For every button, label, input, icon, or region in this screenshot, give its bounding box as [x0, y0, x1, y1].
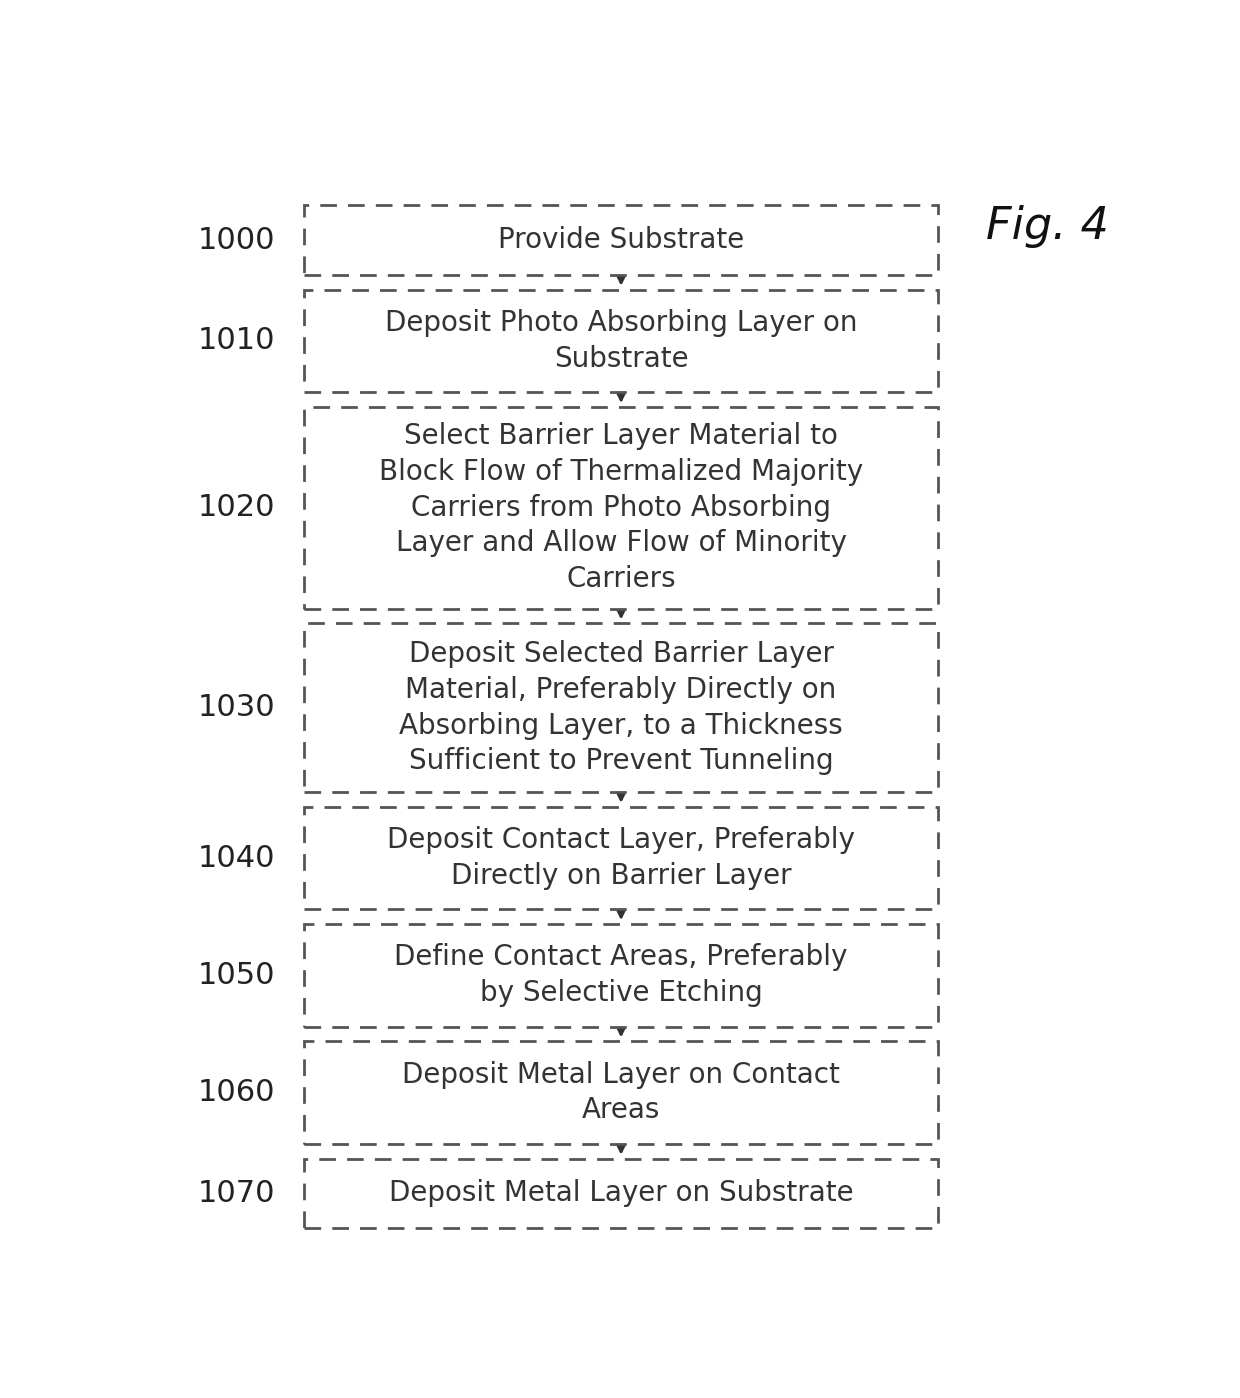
Text: Select Barrier Layer Material to
Block Flow of Thermalized Majority
Carriers fro: Select Barrier Layer Material to Block F… [379, 422, 863, 593]
Text: 1010: 1010 [198, 326, 275, 355]
Text: Deposit Selected Barrier Layer
Material, Preferably Directly on
Absorbing Layer,: Deposit Selected Barrier Layer Material,… [399, 640, 843, 776]
Text: Define Contact Areas, Preferably
by Selective Etching: Define Contact Areas, Preferably by Sele… [394, 944, 848, 1007]
Bar [304, 807, 939, 909]
Text: Deposit Contact Layer, Preferably
Directly on Barrier Layer: Deposit Contact Layer, Preferably Direct… [387, 826, 856, 891]
Text: 1030: 1030 [198, 693, 275, 723]
Text: 1060: 1060 [198, 1078, 275, 1107]
Text: 1050: 1050 [198, 960, 275, 990]
Bar [304, 206, 939, 275]
Bar [304, 1159, 939, 1227]
Bar [304, 924, 939, 1026]
Bar [304, 624, 939, 791]
Text: Deposit Metal Layer on Substrate: Deposit Metal Layer on Substrate [389, 1180, 853, 1208]
Text: Deposit Metal Layer on Contact
Areas: Deposit Metal Layer on Contact Areas [402, 1061, 839, 1124]
Bar [304, 289, 939, 391]
Text: 1020: 1020 [198, 493, 275, 523]
Text: Fig. 4: Fig. 4 [986, 206, 1109, 249]
Bar [304, 407, 939, 608]
Text: 1000: 1000 [198, 225, 275, 254]
Text: 1040: 1040 [198, 843, 275, 872]
Bar [304, 1042, 939, 1144]
Text: Provide Substrate: Provide Substrate [498, 226, 744, 254]
Text: Deposit Photo Absorbing Layer on
Substrate: Deposit Photo Absorbing Layer on Substra… [384, 309, 857, 373]
Text: 1070: 1070 [198, 1179, 275, 1208]
